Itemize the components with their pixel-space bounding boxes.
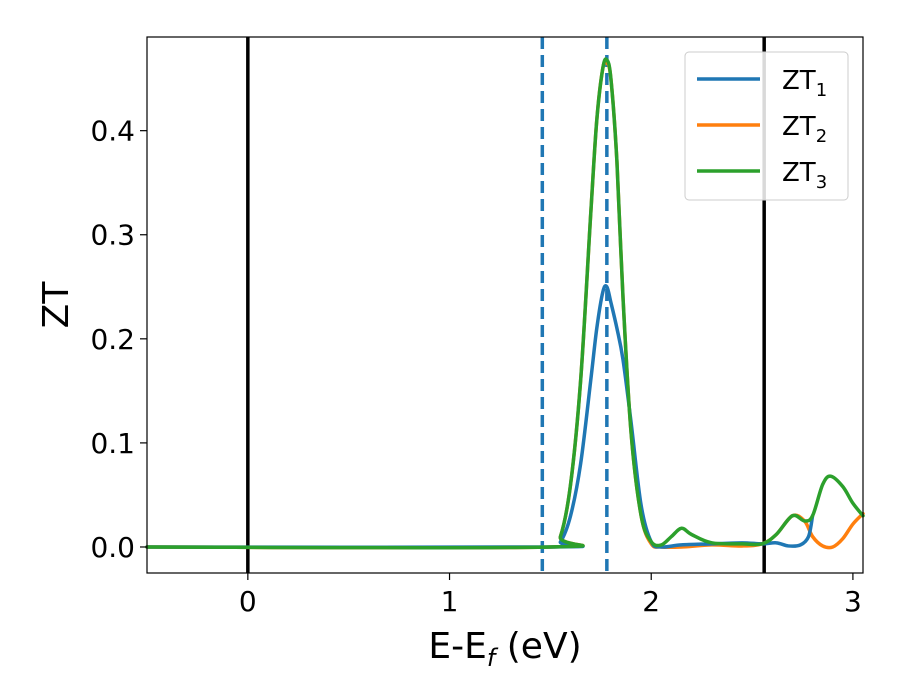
legend-frame	[684, 51, 849, 201]
y-tick-label: 0.0	[90, 531, 135, 564]
y-tick-label: 0.3	[90, 219, 135, 252]
legend-label-zt2: ZT2	[782, 112, 827, 147]
legend-label-zt1: ZT1	[782, 66, 827, 101]
y-axis-label: ZT	[36, 281, 77, 329]
x-tick-label: 1	[441, 585, 459, 618]
y-tick-label: 0.1	[90, 427, 135, 460]
x-axis-label-unit: (eV)	[507, 626, 582, 667]
x-tick-label: 2	[642, 585, 660, 618]
series-lines	[145, 57, 865, 550]
series-line-zt1	[145, 284, 815, 550]
y-tick-label: 0.2	[90, 323, 135, 356]
x-tick-label: 3	[844, 585, 862, 618]
y-axis-ticks: 0.0 0.1 0.2 0.3 0.4	[90, 115, 147, 564]
y-tick-label: 0.4	[90, 115, 135, 148]
x-tick-label: 0	[239, 585, 257, 618]
legend: ZT1 ZT2 ZT3	[684, 51, 849, 201]
x-axis-label: E-Ef (eV)	[428, 626, 581, 672]
series-line-zt3	[145, 57, 865, 550]
legend-label-zt3: ZT3	[782, 158, 827, 193]
plot-frame	[146, 36, 864, 574]
x-axis-ticks: 0 1 2 3	[239, 573, 862, 618]
